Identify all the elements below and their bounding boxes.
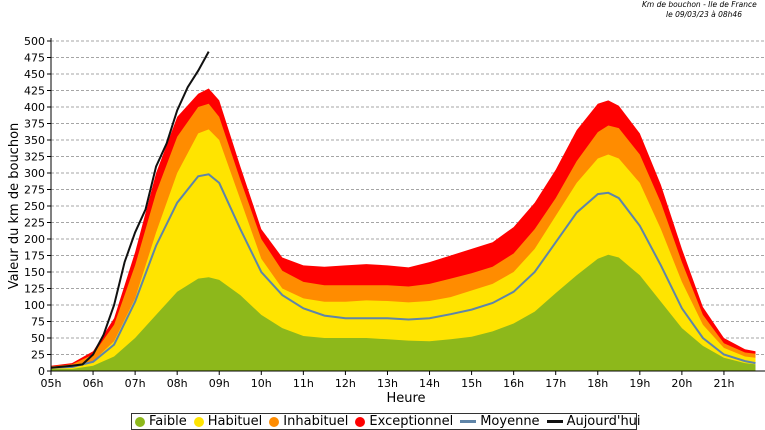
- legend: Faible Habituel Inhabituel Exceptionnel Moye…: [131, 413, 641, 430]
- legend-item-4: Moyenne: [460, 414, 540, 429]
- legend-label-4: Moyenne: [480, 414, 540, 429]
- y-tick-label-19: 475: [24, 52, 45, 65]
- y-tick-label-12: 300: [24, 167, 45, 180]
- y-tick-label-7: 175: [24, 250, 45, 263]
- y-tick-label-17: 425: [24, 85, 45, 98]
- y-tick-labels: 0 25 50 75 100 125 150 175 200 225 250 275 300 325 350…: [24, 35, 51, 378]
- y-tick-label-10: 250: [24, 200, 45, 213]
- series-lines: [50, 51, 756, 369]
- x-tick-label-2: 07h: [125, 377, 146, 390]
- y-tick-label-2: 50: [31, 332, 45, 345]
- x-tick-label-5: 10h: [251, 377, 272, 390]
- legend-swatch-1: [193, 416, 204, 427]
- legend-item-0: Faible: [135, 414, 187, 429]
- x-tick-label-14: 19h: [629, 377, 650, 390]
- x-tick-label-9: 14h: [419, 377, 440, 390]
- y-tick-label-9: 225: [24, 217, 45, 230]
- legend-label-2: Inhabituel: [283, 414, 349, 429]
- x-tick-label-12: 17h: [545, 377, 566, 390]
- source-line-1: Km de bouchon - Ile de France: [642, 0, 757, 9]
- legend-item-2: Inhabituel: [269, 414, 348, 429]
- y-tick-label-3: 75: [31, 316, 45, 329]
- legend-label-5: Aujourd'hui: [566, 414, 641, 429]
- legend-swatch-0: [135, 416, 145, 427]
- y-tick-label-20: 500: [24, 35, 45, 48]
- x-tick-label-4: 09h: [209, 377, 230, 390]
- band-areas: [51, 88, 756, 371]
- x-tick-label-13: 18h: [587, 377, 608, 390]
- x-tick-label-16: 21h: [713, 377, 734, 390]
- x-tick-label-10: 15h: [461, 377, 482, 390]
- legend-label-1: Habituel: [207, 414, 263, 429]
- x-tick-labels: 05h 06h 07h 08h 09h 10h 11h 12h 13h 14h 15h 16h 17h 1…: [41, 371, 734, 390]
- y-tick-label-1: 25: [31, 349, 45, 362]
- legend-swatch-4: [460, 420, 477, 423]
- y-tick-label-5: 125: [24, 283, 45, 296]
- legend-swatch-2: [269, 416, 280, 427]
- x-tick-label-6: 11h: [293, 377, 314, 390]
- legend-swatch-5: [546, 420, 563, 423]
- y-tick-label-6: 150: [24, 266, 45, 279]
- legend-swatch-3: [355, 416, 366, 427]
- legend-item-1: Habituel: [193, 414, 263, 429]
- y-tick-label-18: 450: [24, 68, 45, 81]
- source-line-2: le 09/03/23 à 08h46: [666, 10, 742, 19]
- y-axis-label: Valeur du km de bouchon: [7, 123, 22, 290]
- x-tick-label-1: 06h: [83, 377, 104, 390]
- x-tick-label-7: 12h: [335, 377, 356, 390]
- line-aujourdhui: [50, 51, 210, 369]
- legend-label-0: Faible: [149, 414, 187, 429]
- area-faible: [51, 254, 756, 371]
- axes: [50, 38, 765, 372]
- y-tick-label-14: 350: [24, 134, 45, 147]
- y-tick-label-13: 325: [24, 151, 45, 164]
- x-tick-label-15: 20h: [671, 377, 692, 390]
- legend-label-3: Exceptionnel: [369, 414, 454, 429]
- y-tick-label-11: 275: [24, 184, 45, 197]
- x-tick-label-11: 16h: [503, 377, 524, 390]
- y-tick-label-8: 200: [24, 233, 45, 246]
- x-axis-label: Heure: [386, 391, 425, 406]
- x-tick-label-0: 05h: [41, 377, 62, 390]
- line-moyenne: [50, 173, 756, 369]
- x-tick-label-8: 13h: [377, 377, 398, 390]
- y-tick-label-15: 375: [24, 118, 45, 131]
- legend-item-3: Exceptionnel: [355, 414, 453, 429]
- y-tick-label-0: 0: [38, 365, 45, 378]
- x-tick-label-3: 08h: [167, 377, 188, 390]
- legend-item-5: Aujourd'hui: [546, 414, 641, 429]
- traffic-jam-chart: 0 25 50 75 100 125 150 175 200 225 250 275 300 325 350…: [7, 35, 765, 406]
- y-tick-label-4: 100: [24, 299, 45, 312]
- y-tick-label-16: 400: [24, 101, 45, 114]
